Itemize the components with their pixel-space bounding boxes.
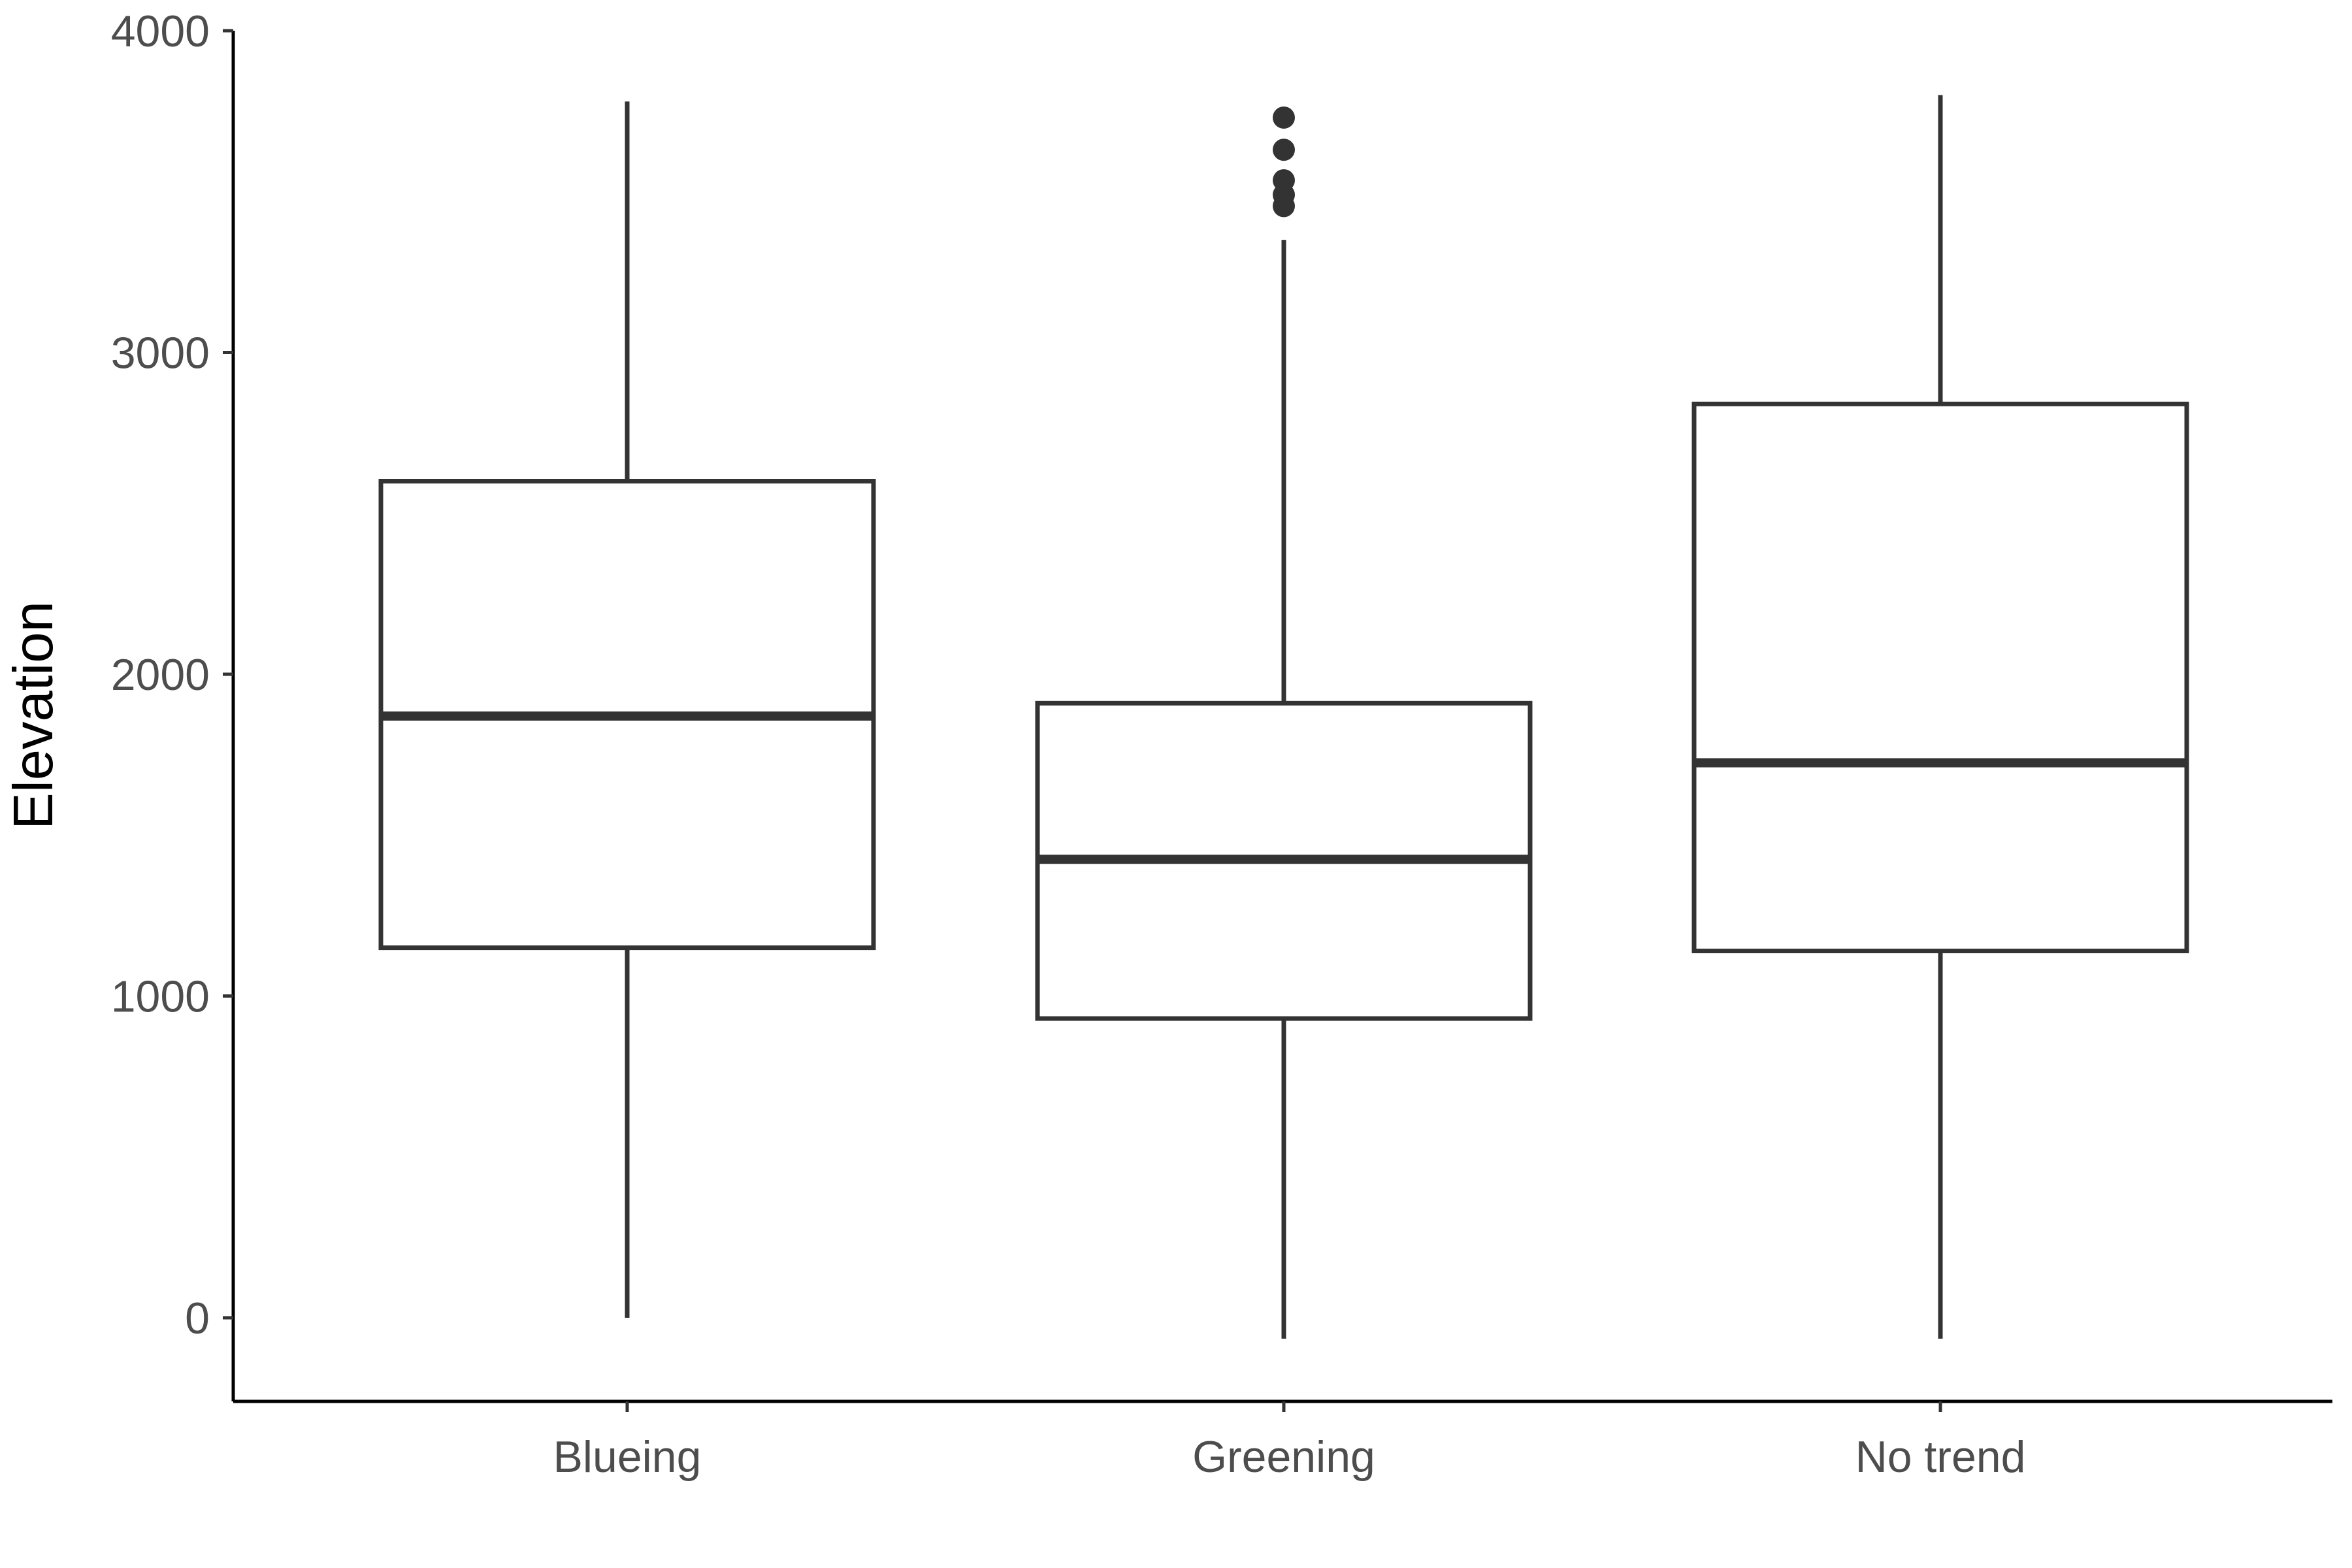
y-tick-label: 2000: [111, 650, 210, 700]
outlier-point: [1273, 169, 1295, 192]
x-tick-label: No trend: [1855, 1432, 2026, 1482]
outlier-point: [1273, 106, 1295, 129]
outlier-point: [1273, 139, 1295, 161]
y-axis-title: Elevation: [3, 601, 65, 830]
box-iqr: [1691, 401, 2189, 954]
y-tick-label: 0: [185, 1294, 210, 1343]
plot-area: 0 1000 2000 3000 4000 Blueing Greening No trend: [111, 7, 2332, 1482]
x-tick-label: Greening: [1192, 1432, 1375, 1482]
y-tick-label: 3000: [111, 329, 210, 378]
x-tick-label: Blueing: [553, 1432, 702, 1482]
y-tick-label: 1000: [111, 972, 210, 1022]
y-tick-label: 4000: [111, 7, 210, 56]
